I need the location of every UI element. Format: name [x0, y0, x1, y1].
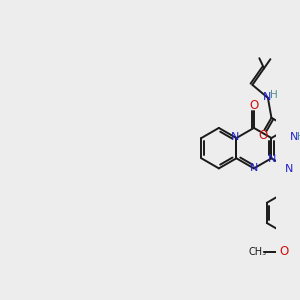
Text: O: O	[280, 245, 289, 259]
Text: N: N	[268, 154, 277, 164]
Text: N: N	[290, 132, 298, 142]
Text: CH₃: CH₃	[249, 247, 267, 257]
Text: N: N	[250, 164, 258, 173]
Text: N: N	[231, 132, 240, 142]
Text: O: O	[249, 99, 259, 112]
Text: H: H	[270, 90, 277, 100]
Text: O: O	[259, 129, 268, 142]
Text: N: N	[263, 92, 271, 102]
Text: H: H	[297, 132, 300, 142]
Text: N: N	[285, 164, 293, 174]
